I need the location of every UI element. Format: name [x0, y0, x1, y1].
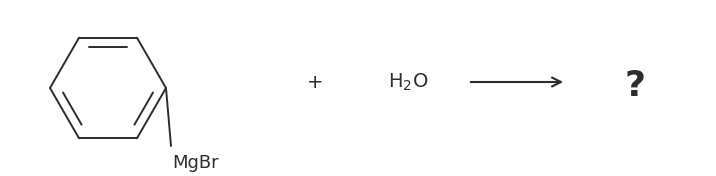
Text: +: +	[306, 73, 323, 92]
Text: ?: ?	[624, 69, 646, 103]
Text: MgBr: MgBr	[172, 154, 218, 172]
Text: H$_2$O: H$_2$O	[388, 71, 428, 93]
